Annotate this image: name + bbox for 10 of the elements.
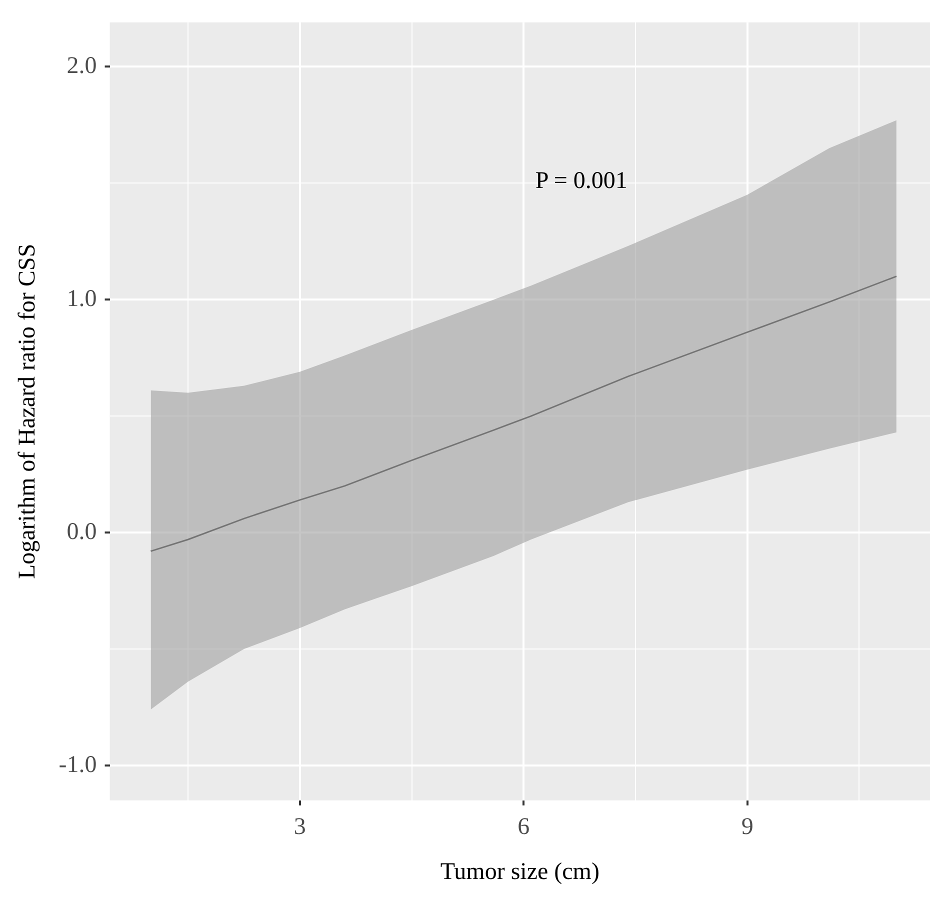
y-tick-label: 2.0 <box>66 52 97 79</box>
y-axis-title: Logarithm of Hazard ratio for CSS <box>14 244 41 580</box>
annotation: P = 0.001 <box>535 168 628 194</box>
x-tick-label: 3 <box>294 814 306 840</box>
y-tick-label: 1.0 <box>66 286 97 312</box>
x-tick-label: 6 <box>518 814 530 840</box>
y-tick-label: 0.0 <box>66 518 97 545</box>
x-axis-title: Tumor size (cm) <box>440 858 600 885</box>
x-tick-label: 9 <box>741 814 754 840</box>
y-tick-label: -1.0 <box>58 752 97 778</box>
